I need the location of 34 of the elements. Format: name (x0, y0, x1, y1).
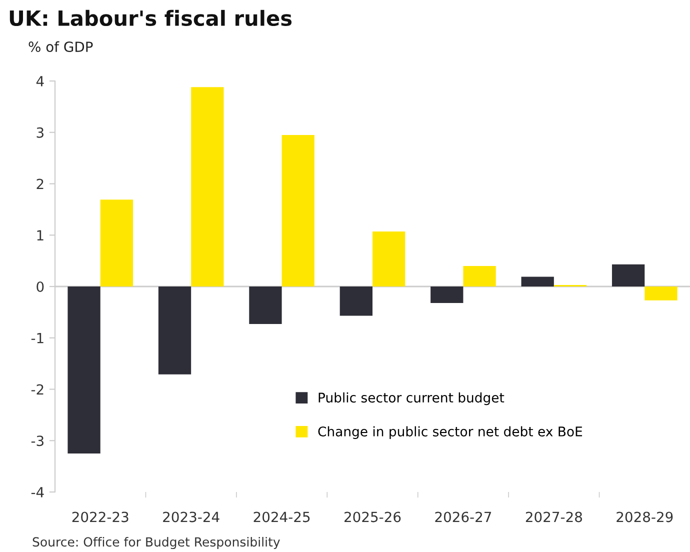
chart-title: UK: Labour's fiscal rules (10, 10, 292, 26)
y-tick-label: 2 (36, 178, 44, 190)
bar (282, 134, 314, 286)
y-tick-label: -4 (31, 487, 44, 498)
source-note: Source: Office for Budget Responsibility (32, 536, 280, 550)
y-tick-label: 4 (36, 76, 44, 86)
x-tick-label: 2025-26 (344, 512, 401, 522)
x-tick-label: 2024-25 (254, 512, 310, 522)
y-tick-label: -3 (31, 436, 44, 446)
x-tick-label: 2023-24 (163, 512, 220, 522)
bar (430, 286, 464, 303)
y-tick-label: 0 (36, 281, 44, 292)
bar (158, 286, 192, 374)
bar (68, 286, 100, 454)
bar (249, 286, 282, 324)
bar (612, 264, 645, 286)
y-tick-label: 1 (37, 230, 44, 240)
bar (521, 276, 554, 286)
y-tick-label: -2 (31, 384, 44, 395)
bar (372, 232, 406, 286)
x-tick-label: 2027-28 (526, 512, 582, 522)
bar (191, 87, 224, 286)
bar (644, 286, 678, 300)
x-tick-label: 2028-29 (616, 512, 673, 522)
y-tick-label: 3 (36, 127, 44, 138)
y-tick-label: -1 (31, 333, 44, 344)
legend-label: Public sector current budget (318, 392, 504, 406)
bar (463, 266, 496, 286)
y-axis-title: % of GDP (28, 41, 93, 52)
bar (100, 200, 134, 286)
legend-label: Change in public sector net debt ex BoE (318, 426, 582, 440)
bar (340, 286, 372, 316)
x-tick-label: 2026-27 (435, 512, 492, 522)
x-tick-label: 2022-23 (72, 512, 128, 522)
